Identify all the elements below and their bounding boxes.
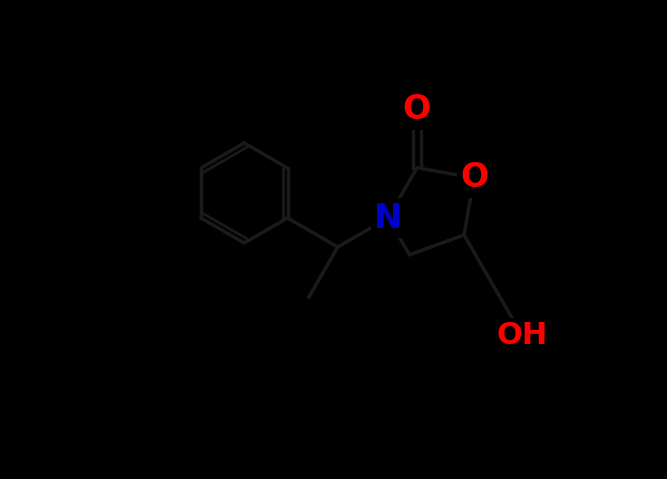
Text: O: O — [403, 93, 431, 126]
Text: OH: OH — [496, 321, 548, 350]
Text: O: O — [460, 161, 488, 194]
Text: N: N — [374, 202, 402, 235]
